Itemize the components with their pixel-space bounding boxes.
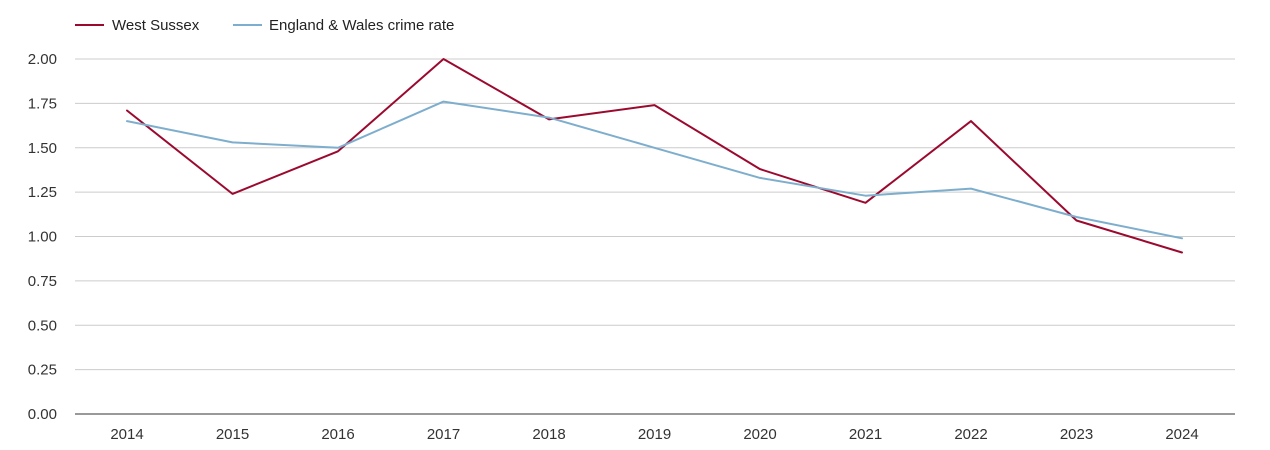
y-tick-label: 0.25 xyxy=(28,362,57,379)
x-tick-label: 2018 xyxy=(532,426,565,443)
x-tick-label: 2020 xyxy=(743,426,776,443)
gridlines xyxy=(75,58,1235,371)
y-axis-ticks: 0.00 0.25 0.50 0.75 1.00 1.25 1.50 1.75 2.00 xyxy=(28,51,57,423)
x-tick-label: 2014 xyxy=(110,426,143,443)
y-tick-label: 2.00 xyxy=(28,51,57,68)
series-line-england-wales xyxy=(126,100,1183,240)
x-tick-label: 2021 xyxy=(849,426,882,443)
y-tick-label: 1.25 xyxy=(28,184,57,201)
y-tick-label: 0.00 xyxy=(28,406,57,423)
legend-label: England & Wales crime rate xyxy=(269,17,454,34)
x-axis-ticks: 2014 2015 2016 2017 2018 2019 2020 2021 2022 2023… xyxy=(110,426,1198,443)
y-tick-label: 0.75 xyxy=(28,273,57,290)
x-tick-label: 2019 xyxy=(638,426,671,443)
x-tick-label: 2015 xyxy=(216,426,249,443)
y-tick-label: 0.50 xyxy=(28,317,57,334)
x-tick-label: 2022 xyxy=(954,426,987,443)
y-tick-label: 1.75 xyxy=(28,95,57,112)
y-tick-label: 1.50 xyxy=(28,140,57,157)
x-tick-label: 2024 xyxy=(1165,426,1198,443)
y-tick-label: 1.00 xyxy=(28,229,57,246)
x-tick-label: 2023 xyxy=(1060,426,1093,443)
legend-label: West Sussex xyxy=(112,17,200,34)
series-line-west-sussex xyxy=(126,58,1183,254)
x-tick-label: 2016 xyxy=(321,426,354,443)
series-lines xyxy=(126,58,1183,254)
legend: West Sussex England & Wales crime rate xyxy=(75,17,454,34)
x-tick-label: 2017 xyxy=(427,426,460,443)
